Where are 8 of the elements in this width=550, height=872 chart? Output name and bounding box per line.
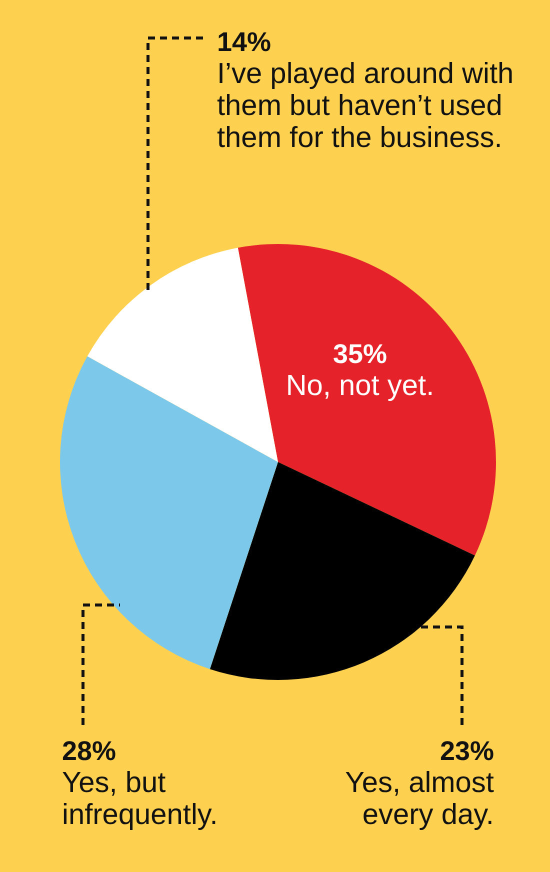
data-label: 35% [332,338,388,370]
slice-label: No, not yet. [286,370,434,402]
slice-label: Yes, almost every day. [345,767,494,831]
data-label: 28% [62,735,118,767]
data-label: 23% [438,735,494,767]
slice-label: I’ve played around with them but haven’t used them for the business. [217,58,514,154]
data-label: 14% [217,26,272,58]
slice-label: Yes, but infrequently. [62,767,218,831]
